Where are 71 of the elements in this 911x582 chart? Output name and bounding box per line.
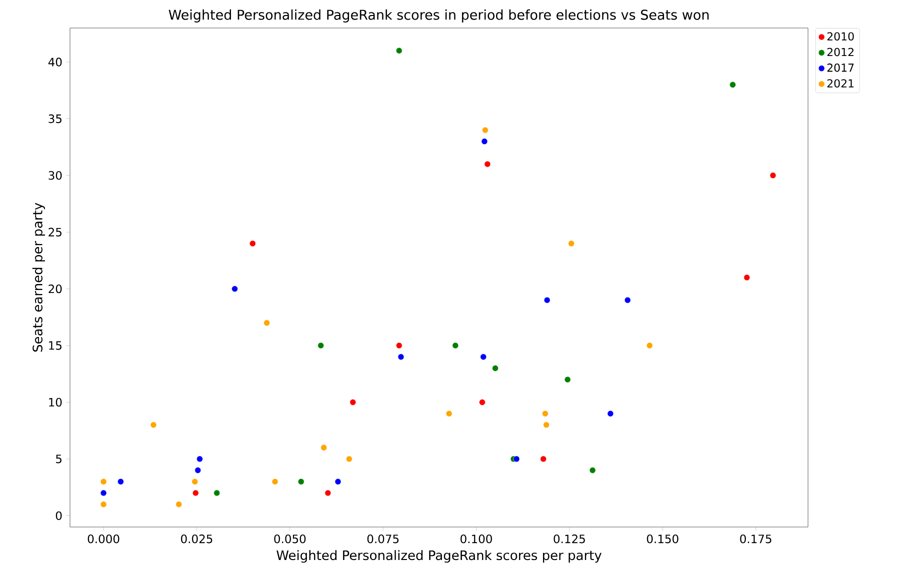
legend-label: 2017: [827, 64, 854, 72]
legend-label: 2010: [827, 32, 854, 41]
legend-label: 2021: [827, 79, 854, 88]
point: [480, 354, 487, 360]
point: [334, 478, 342, 485]
point: [730, 82, 736, 88]
point: [492, 365, 498, 372]
point: [100, 478, 107, 485]
point: [264, 320, 270, 326]
point: [194, 467, 201, 474]
y-tick-label: 20: [48, 284, 62, 294]
point: [346, 456, 352, 462]
point: [320, 444, 327, 451]
point: [540, 456, 547, 462]
point: [542, 410, 548, 417]
legend-label: 2012: [827, 48, 854, 56]
point: [100, 501, 107, 508]
point: [446, 410, 452, 417]
point: [196, 456, 203, 462]
point: [398, 354, 404, 360]
y-tick-label: 40: [48, 58, 62, 66]
point: [564, 376, 571, 383]
y-tick-label: 15: [49, 341, 62, 350]
point: [589, 467, 596, 474]
point: [396, 342, 402, 349]
point: [298, 478, 304, 485]
point: [100, 490, 107, 496]
point: [214, 490, 220, 496]
point: [249, 240, 256, 247]
x-tick-label: 0.125: [554, 534, 585, 544]
y-tick-label: 35: [48, 114, 62, 124]
point: [770, 172, 776, 179]
y-tick-label: 30: [48, 171, 62, 180]
point: [176, 501, 182, 508]
x-tick-label: 0.175: [740, 534, 772, 544]
y-axis-title: Seats earned per party: [32, 202, 45, 352]
y-tick-label: 0: [56, 511, 62, 520]
x-tick-label: 0.025: [181, 534, 212, 544]
point: [482, 126, 488, 134]
point: [350, 399, 356, 406]
point: [624, 297, 631, 304]
y-tick-label: 25: [48, 228, 62, 236]
point: [568, 240, 574, 247]
x-tick-label: 0.050: [274, 534, 306, 544]
x-tick-label: 0.000: [88, 534, 120, 544]
point: [544, 297, 550, 304]
point: [513, 456, 520, 462]
x-tick-label: 0.100: [460, 534, 492, 544]
point: [192, 490, 199, 496]
point: [272, 478, 278, 485]
point: [543, 422, 550, 428]
point: [396, 48, 402, 54]
point: [232, 286, 238, 292]
point: [452, 342, 459, 349]
point: [484, 160, 491, 168]
point: [607, 410, 614, 417]
point: [324, 490, 332, 496]
y-tick-label: 10: [49, 398, 62, 407]
x-axis-title: Weighted Personalized PageRank scores per party: [276, 550, 602, 563]
chart-title: Weighted Personalized PageRank scores in period before elections vs Seats won: [168, 9, 709, 22]
point: [744, 274, 750, 281]
y-tick-label: 5: [56, 454, 62, 464]
point: [192, 478, 198, 485]
point: [118, 478, 124, 485]
x-tick-label: 0.075: [367, 534, 399, 544]
point: [481, 138, 488, 145]
point: [646, 342, 653, 349]
point: [479, 399, 486, 406]
point: [150, 422, 157, 428]
point: [318, 342, 324, 349]
x-tick-label: 0.150: [646, 534, 678, 544]
